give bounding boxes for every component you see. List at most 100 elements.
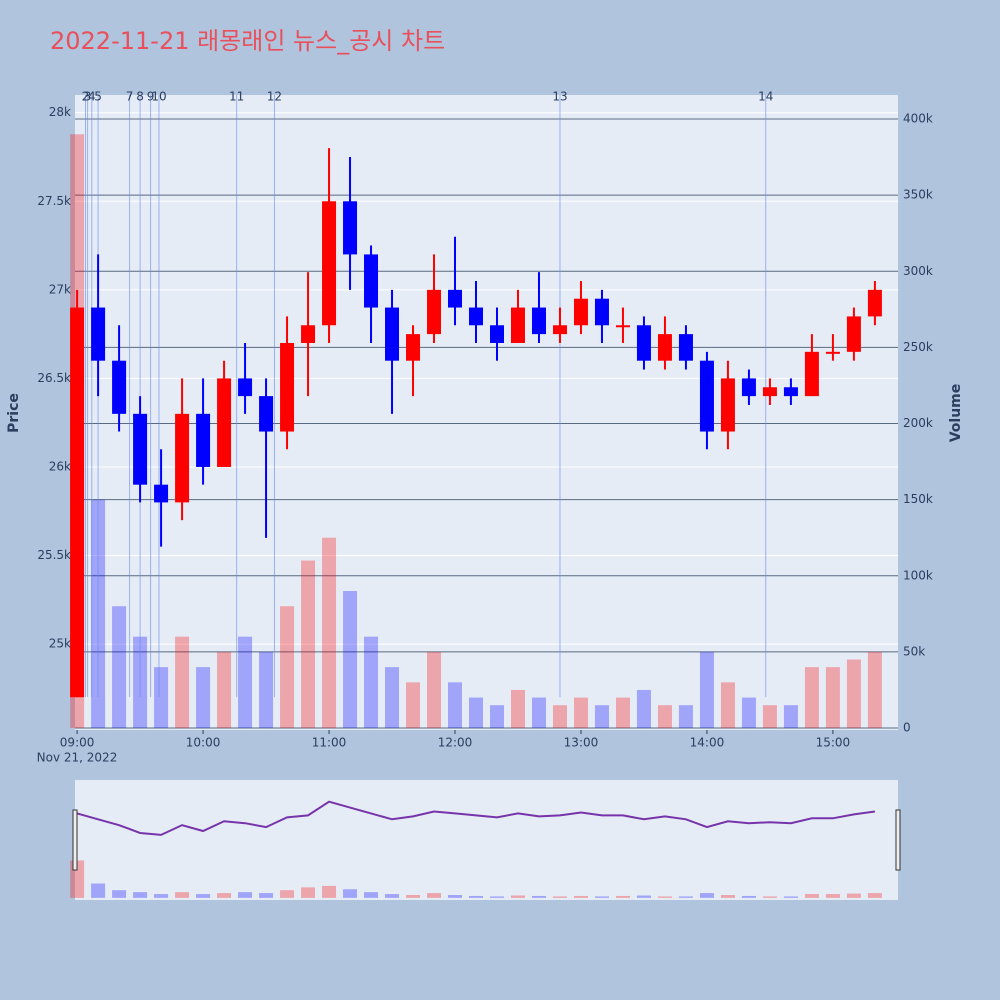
volume-bar	[301, 560, 316, 729]
mini-volume-bar	[615, 895, 630, 898]
candle-body	[489, 325, 504, 343]
y-tick-label: 27k	[49, 282, 71, 296]
y2-tick-label: 300k	[903, 264, 933, 278]
volume-bar	[762, 705, 777, 729]
chart-title: 2022-11-21 래몽래인 뉴스_공시 차트	[50, 27, 445, 55]
volume-bar	[594, 705, 609, 729]
candle-body	[343, 201, 358, 255]
mini-volume-bar	[762, 896, 777, 898]
y2-tick-label: 200k	[903, 416, 933, 430]
volume-bar	[427, 651, 442, 729]
mini-volume-bar	[217, 893, 232, 898]
news-label: 14	[758, 90, 773, 104]
mini-volume-bar	[469, 895, 484, 898]
mini-volume-bar	[846, 893, 861, 898]
mini-volume-bar	[322, 885, 337, 898]
volume-bar	[112, 606, 127, 729]
candle-body	[280, 342, 295, 432]
candle-body	[636, 325, 651, 361]
candle-body	[657, 334, 672, 361]
candle-body	[469, 307, 484, 326]
candle-body	[699, 360, 714, 432]
volume-bar	[406, 682, 421, 729]
volume-bar	[636, 689, 651, 729]
candle-body	[385, 307, 400, 361]
news-label: 8	[136, 90, 144, 104]
volume-bar	[699, 651, 714, 729]
news-label: 10	[151, 90, 166, 104]
candle-body	[196, 413, 211, 467]
news-label: 7	[126, 90, 134, 104]
volume-bar	[552, 705, 567, 729]
y-tick-label: 25k	[49, 637, 71, 651]
volume-bar	[825, 667, 840, 729]
candle-body	[783, 387, 798, 397]
candle-body	[91, 307, 106, 361]
mini-volume-bar	[699, 893, 714, 898]
range-slider[interactable]	[75, 780, 898, 900]
y2-tick-label: 100k	[903, 568, 933, 582]
y2-tick-label: 0	[903, 721, 911, 735]
volume-bar	[259, 651, 274, 729]
y2-tick-label: 350k	[903, 188, 933, 202]
y2-tick-label: 50k	[903, 644, 925, 658]
y2-tick-label: 150k	[903, 492, 933, 506]
x-tick-label: 14:00	[690, 736, 725, 750]
volume-bar	[573, 697, 588, 729]
news-label: 12	[267, 90, 282, 104]
mini-volume-bar	[280, 890, 295, 898]
y2-axis-title: Volume	[948, 384, 964, 443]
volume-bar	[489, 705, 504, 729]
volume-bar	[175, 636, 190, 729]
mini-volume-bar	[741, 895, 756, 898]
volume-bar	[867, 651, 882, 729]
candle-body	[762, 387, 777, 397]
volume-bar	[196, 667, 211, 729]
volume-bar	[217, 651, 232, 729]
mini-volume-bar	[804, 894, 819, 898]
mini-volume-bar	[175, 892, 190, 898]
mini-volume-bar	[364, 892, 379, 898]
candle-body	[531, 307, 546, 335]
y2-tick-label: 250k	[903, 340, 933, 354]
candle-body	[406, 334, 421, 361]
news-label: 11	[229, 90, 244, 104]
mini-volume-bar	[510, 895, 525, 898]
volume-bar	[385, 667, 400, 729]
mini-volume-bar	[657, 896, 672, 898]
candle-body	[510, 307, 525, 343]
candle-body	[70, 307, 85, 698]
volume-bar	[343, 591, 358, 729]
candle-body	[238, 378, 253, 397]
mini-volume-bar	[343, 889, 358, 898]
volume-bar	[615, 697, 630, 729]
range-handle[interactable]	[72, 809, 78, 871]
candle-body	[259, 396, 274, 432]
x-tick-label: 12:00	[438, 736, 473, 750]
candle-body	[364, 254, 379, 308]
plot-area	[75, 95, 898, 730]
news-label: 13	[552, 90, 567, 104]
candle-body	[448, 289, 463, 308]
mini-volume-bar	[133, 892, 148, 898]
volume-bar	[804, 667, 819, 729]
volume-bar	[783, 705, 798, 729]
candle-body	[867, 289, 882, 317]
volume-bar	[678, 705, 693, 729]
news-label: 2	[82, 90, 90, 104]
mini-volume-bar	[552, 896, 567, 898]
candle-body	[678, 334, 693, 361]
mini-volume-bar	[573, 895, 588, 898]
mini-volume-bar	[783, 896, 798, 898]
mini-volume-bar	[678, 896, 693, 898]
mini-volume-bar	[636, 895, 651, 898]
volume-bar	[510, 689, 525, 729]
volume-bar	[364, 636, 379, 729]
y-tick-label: 28k	[49, 105, 71, 119]
mini-volume-bar	[720, 894, 735, 898]
y-axis-title: Price	[6, 393, 22, 433]
volume-bar	[531, 697, 546, 729]
mini-volume-bar	[238, 892, 253, 898]
range-handle[interactable]	[895, 809, 901, 871]
